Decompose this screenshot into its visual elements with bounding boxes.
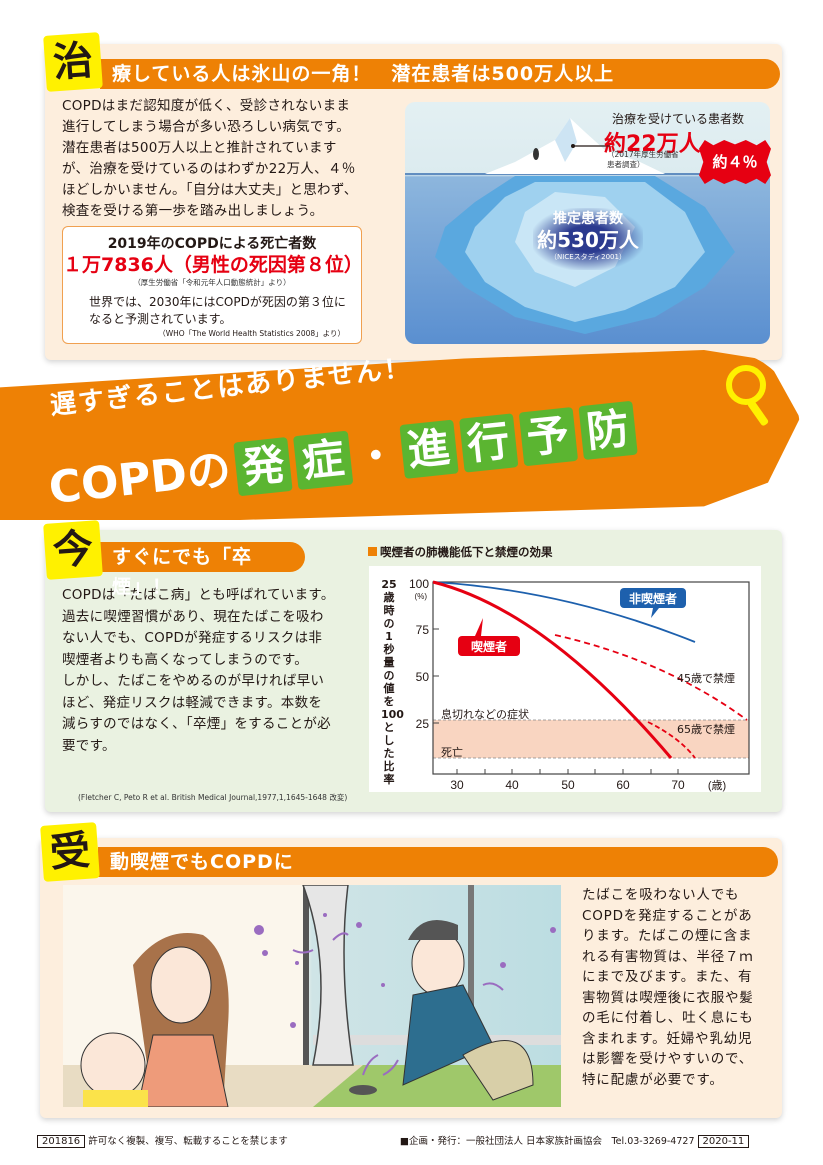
footer-left: 201816 許可なく複製、複写、転載することを禁じます xyxy=(34,1133,288,1148)
lung-function-chart: 100 (%) 75 50 25 30 40 50 60 70 (歳) 非喫煙者 喫煙… xyxy=(409,577,750,792)
svg-text:65歳で禁煙: 65歳で禁煙 xyxy=(677,723,735,736)
svg-text:25: 25 xyxy=(416,717,430,731)
banner-box-3: 進 xyxy=(398,419,459,479)
svg-text:40: 40 xyxy=(505,778,519,792)
kanji-badge-ima: 今 xyxy=(43,520,103,580)
svg-text:70: 70 xyxy=(671,778,685,792)
treated-patients-label: 治療を受けている患者数 xyxy=(612,112,745,126)
banner-box-5: 予 xyxy=(518,407,578,467)
svg-text:45歳で禁煙: 45歳で禁煙 xyxy=(677,672,735,685)
death-stats-title: 2019年のCOPDによる死亡者数 xyxy=(107,236,317,252)
svg-text:(%): (%) xyxy=(415,592,428,601)
section2-body: COPDは「たばこ病」とも呼ばれています。 過去に喫煙習慣があり、現在たばこを吸… xyxy=(62,587,335,754)
svg-text:50: 50 xyxy=(416,670,430,684)
treated-patients-source: （2017年厚生労働省 患者調査） xyxy=(607,150,679,169)
footer-right: ■企画・発行：一般社団法人 日本家族計画協会 Tel.03-3269-4727 2… xyxy=(400,1133,752,1148)
svg-text:60: 60 xyxy=(616,778,630,792)
publish-date: 2020-11 xyxy=(697,1135,750,1148)
section2-heading: すぐにでも「卒煙」！ xyxy=(100,542,305,598)
copyright-notice: 許可なく複製、複写、転載することを禁じます xyxy=(88,1136,288,1147)
svg-text:喫煙者: 喫煙者 xyxy=(471,639,507,654)
svg-text:100: 100 xyxy=(409,577,429,591)
banner-box-4: 行 xyxy=(458,413,518,473)
chart-title: 喫煙者の肺機能低下と禁煙の効果 xyxy=(368,544,553,560)
magnifier-icon xyxy=(726,365,766,405)
estimated-patients-box: 推定患者数 約530万人 （NICEスタディ2001） xyxy=(533,208,643,270)
chart-ylabel: 25歳時の1秒量の値を100とした比率 xyxy=(381,578,404,786)
section1-body: COPDはまだ認知度が低く、受診されないまま 進行してしまう場合が多い恐ろしい病… xyxy=(62,98,358,219)
svg-text:50: 50 xyxy=(561,778,575,792)
publisher-info: ■企画・発行：一般社団法人 日本家族計画協会 Tel.03-3269-4727 xyxy=(400,1136,695,1147)
who-source: （WHO「The World Health Statistics 2008」より… xyxy=(158,329,345,338)
kanji-badge-ju: 受 xyxy=(40,822,100,882)
section1-heading: 療している人は氷山の一角！ 潜在患者は500万人以上 xyxy=(100,59,780,89)
banner-separator: ・ xyxy=(353,431,399,482)
world-forecast: 世界では、2030年にはCOPDが死因の第３位に なると予測されています。 xyxy=(89,295,346,326)
document-code: 201816 xyxy=(37,1135,86,1148)
banner-box-6: 防 xyxy=(577,400,638,461)
svg-text:死亡: 死亡 xyxy=(441,745,463,759)
percent-badge: 約４％ xyxy=(699,140,771,184)
svg-text:75: 75 xyxy=(416,623,430,637)
estimated-patients-label: 推定患者数 xyxy=(553,211,623,227)
family-illustration-icon xyxy=(63,885,561,1107)
svg-text:30: 30 xyxy=(450,778,464,792)
svg-text:(歳): (歳) xyxy=(708,779,726,792)
banner-box-1: 発 xyxy=(233,436,294,497)
study-source: (Fletcher C, Peto R et al. British Medic… xyxy=(78,793,348,802)
death-stats-number: １万7836人（男性の死因第８位） xyxy=(63,254,363,276)
estimated-patients-number: 約530万人 xyxy=(537,228,639,252)
kanji-badge-chi: 治 xyxy=(43,32,103,92)
section3-body: たばこを吸わない人でも COPDを発症することがあ ります。たばこの煙に含ま れ… xyxy=(582,887,754,1088)
estimated-patients-source: （NICEスタディ2001） xyxy=(550,253,626,261)
treated-patients-number: 約22万人 xyxy=(604,132,701,157)
banner-box-2: 症 xyxy=(293,430,353,491)
svg-text:息切れなどの症状: 息切れなどの症状 xyxy=(441,707,529,721)
secondhand-smoke-illustration xyxy=(63,885,561,1107)
death-stats-box: 2019年のCOPDによる死亡者数 １万7836人（男性の死因第８位） （厚生労… xyxy=(62,226,363,344)
death-stats-source: （厚生労働省「令和元年人口動態統計」より） xyxy=(133,278,291,287)
svg-text:非喫煙者: 非喫煙者 xyxy=(629,591,677,606)
section3-heading: 動喫煙でもCOPDに xyxy=(98,847,778,877)
